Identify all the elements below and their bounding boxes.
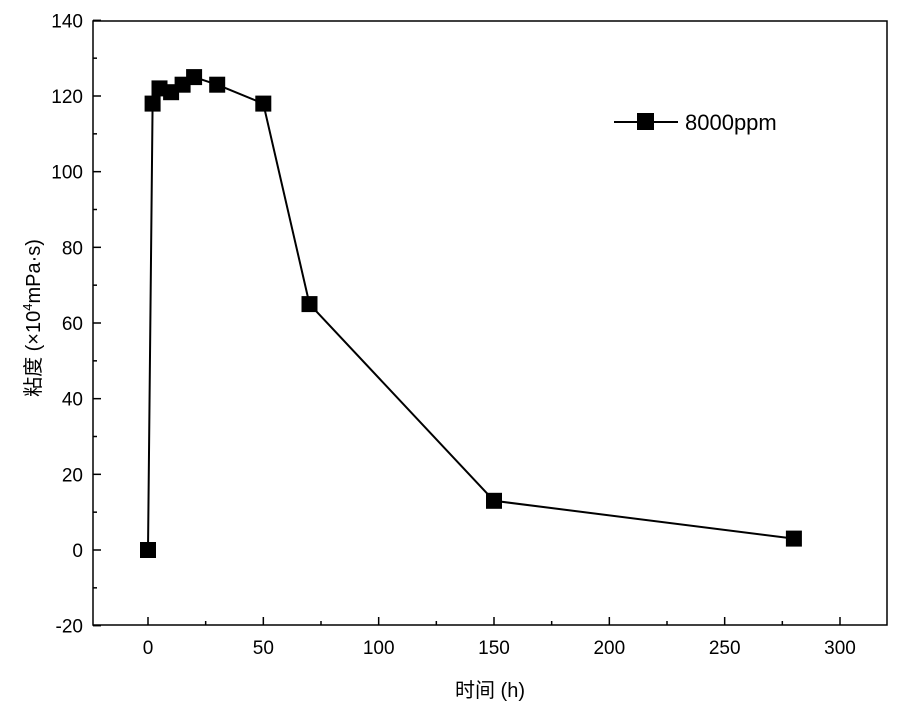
y-tick-label: 100	[51, 163, 83, 184]
x-axis-ticks: 0 50 100 150 200 250 300	[143, 617, 856, 659]
x-axis-title: 时间 (h)	[455, 679, 525, 702]
legend-marker	[637, 113, 654, 130]
legend-label: 8000ppm	[685, 110, 777, 135]
y-tick-label: 0	[72, 541, 83, 562]
data-point-marker	[255, 96, 271, 112]
data-point-marker	[786, 531, 802, 547]
y-tick-label: -20	[56, 617, 83, 638]
series-layer	[140, 69, 802, 558]
data-point-marker	[186, 69, 202, 85]
y-tick-label: 40	[62, 390, 83, 411]
y-tick-label: 60	[62, 314, 83, 335]
data-point-marker	[145, 96, 161, 112]
y-tick-label: 140	[51, 11, 83, 32]
x-tick-label: 300	[824, 638, 856, 659]
chart: 0 50 100 150 200 250 300 -20 0 20 40 60 80 100 120 140…	[0, 0, 912, 711]
x-tick-label: 150	[478, 638, 510, 659]
series-line	[148, 77, 794, 550]
y-tick-label: 80	[62, 238, 83, 259]
data-point-marker	[486, 493, 502, 509]
y-axis-title-tail: mPa·s)	[23, 239, 45, 303]
y-axis-title-main: 粘度 (×10	[22, 311, 45, 397]
x-tick-label: 0	[143, 638, 154, 659]
x-tick-label: 100	[363, 638, 395, 659]
legend: 8000ppm	[614, 110, 777, 135]
data-point-marker	[140, 542, 156, 558]
y-tick-label: 120	[51, 87, 83, 108]
y-axis-title-sup: 4	[20, 304, 35, 311]
x-tick-label: 200	[593, 638, 625, 659]
x-tick-label: 250	[709, 638, 741, 659]
y-tick-label: 20	[62, 465, 83, 486]
data-point-marker	[209, 77, 225, 93]
data-point-marker	[302, 296, 318, 312]
line-chart: 0 50 100 150 200 250 300 -20 0 20 40 60 80 100 120 140…	[0, 0, 912, 711]
x-tick-label: 50	[253, 638, 274, 659]
y-axis-title: 粘度 (×104mPa·s)	[20, 239, 45, 397]
